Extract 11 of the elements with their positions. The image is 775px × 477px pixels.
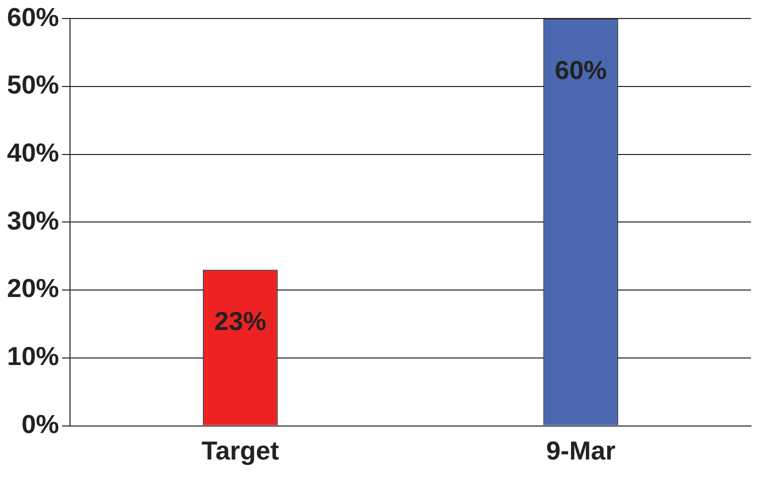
y-tick-label: 60% [6,2,60,32]
y-tick-label: 10% [6,341,60,372]
y-tick-label: 20% [6,273,60,304]
x-tick-label: 9-Mar [546,436,616,466]
data-label: 23% [214,306,266,336]
y-tick-label: 40% [6,138,60,168]
y-tick-label: 50% [6,70,60,100]
data-label: 60% [554,54,607,85]
y-tick-label: 0% [21,408,60,439]
y-tick-label: 30% [6,205,60,236]
x-tick-label: Target [202,436,280,466]
